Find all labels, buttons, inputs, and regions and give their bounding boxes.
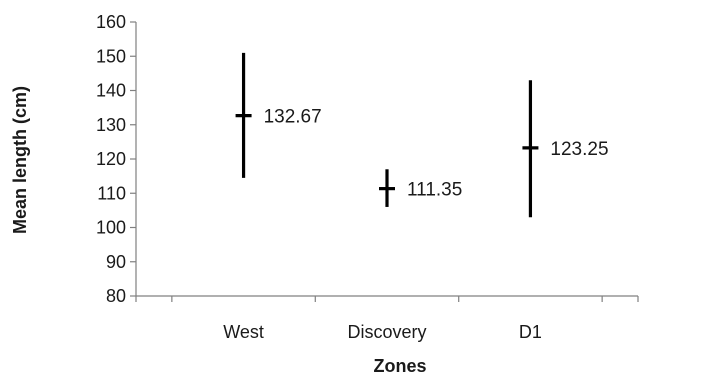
chart-axes bbox=[135, 22, 639, 302]
x-category-label: West bbox=[223, 322, 264, 342]
y-tick-label: 150 bbox=[96, 46, 126, 66]
x-category-label: D1 bbox=[519, 322, 542, 342]
x-axis-title: Zones bbox=[373, 356, 426, 376]
value-label: 123.25 bbox=[550, 139, 608, 160]
y-tick-label: 120 bbox=[96, 149, 126, 169]
y-tick-label: 110 bbox=[97, 183, 126, 203]
y-tick-label: 80 bbox=[106, 286, 126, 306]
y-tick-label: 140 bbox=[96, 81, 126, 101]
y-axis-title: Mean length (cm) bbox=[10, 86, 30, 234]
value-label: 132.67 bbox=[264, 107, 322, 128]
y-tick-label: 90 bbox=[106, 252, 126, 272]
y-ticks: 80 90 100 110 120 130 140 150 160 bbox=[96, 12, 136, 306]
x-categories: West Discovery D1 bbox=[223, 322, 542, 342]
y-tick-label: 160 bbox=[96, 12, 126, 32]
y-tick-label: 130 bbox=[96, 115, 126, 135]
y-tick-label: 100 bbox=[96, 218, 126, 238]
x-category-label: Discovery bbox=[347, 322, 426, 342]
error-bars: 132.67 111.35 123.25 bbox=[235, 52, 609, 218]
value-label: 111.35 bbox=[407, 180, 462, 201]
